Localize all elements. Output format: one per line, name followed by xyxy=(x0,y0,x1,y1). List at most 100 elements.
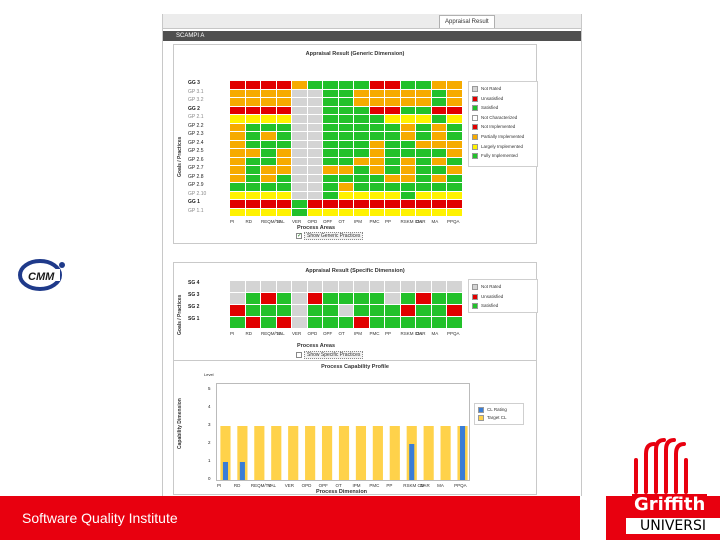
generic-cell xyxy=(230,115,245,123)
generic-cell xyxy=(276,183,291,191)
generic-cell xyxy=(292,183,307,191)
specific-cell xyxy=(447,305,462,316)
checkbox-box[interactable] xyxy=(296,352,302,358)
generic-cell xyxy=(307,115,322,123)
generic-cell xyxy=(230,123,245,131)
generic-legend-swatch xyxy=(472,86,478,92)
cl-rating-bar xyxy=(459,426,466,480)
generic-cell xyxy=(245,200,260,208)
specific-cell xyxy=(385,293,400,304)
capability-x-tick: OT xyxy=(335,483,342,488)
specific-legend: Not Rated Unsatisfied Satisfied xyxy=(468,279,538,313)
generic-cell xyxy=(292,157,307,165)
checkbox-box[interactable]: ✓ xyxy=(296,233,303,239)
generic-cell xyxy=(369,140,384,148)
generic-cell xyxy=(400,174,415,182)
generic-cell xyxy=(416,98,431,106)
specific-column-label: RD xyxy=(245,331,253,336)
specific-cell xyxy=(338,281,353,292)
generic-legend-swatch xyxy=(472,95,478,102)
specific-cell xyxy=(416,305,431,316)
level-axis-title: Level xyxy=(204,372,214,377)
specific-column-label: OPD xyxy=(307,331,318,336)
generic-legend-swatch xyxy=(472,105,478,112)
tab-appraisal-result[interactable]: Appraisal Result xyxy=(439,15,495,28)
generic-cell xyxy=(307,174,322,182)
generic-cell xyxy=(338,106,353,114)
capability-plot-area xyxy=(216,383,470,481)
generic-legend-swatch xyxy=(472,124,478,131)
generic-cell xyxy=(307,149,322,157)
generic-cell xyxy=(354,174,369,182)
generic-cell xyxy=(230,166,245,174)
generic-cell xyxy=(447,183,462,191)
generic-cell xyxy=(245,157,260,165)
specific-dimension-panel: Appraisal Result (Specific Dimension) Go… xyxy=(173,262,538,362)
specific-legend-swatch xyxy=(472,284,478,290)
generic-cell xyxy=(354,132,369,140)
generic-column-label: IPM xyxy=(354,219,363,224)
generic-cell xyxy=(447,89,462,97)
specific-cell xyxy=(447,317,462,328)
generic-cell xyxy=(385,98,400,106)
generic-cell xyxy=(400,200,415,208)
generic-cell xyxy=(416,157,431,165)
generic-cell xyxy=(307,89,322,97)
generic-cell xyxy=(245,123,260,131)
generic-legend-swatch xyxy=(472,153,478,160)
specific-column-label: VAL xyxy=(276,331,285,336)
generic-cell xyxy=(245,115,260,123)
specific-column-label: PP xyxy=(385,331,392,336)
generic-cell xyxy=(369,115,384,123)
target-cl-bar xyxy=(288,426,299,480)
capability-x-title: Process Dimension xyxy=(316,489,368,495)
generic-cell xyxy=(245,166,260,174)
generic-legend-label: Unsatisfied xyxy=(481,95,504,101)
generic-cell xyxy=(292,208,307,216)
generic-cell xyxy=(431,174,446,182)
footer-bar xyxy=(0,496,580,540)
griffith-wordmark: Griffith xyxy=(632,494,708,515)
capability-x-tick: OPD xyxy=(301,483,312,488)
specific-cell xyxy=(245,305,260,316)
generic-cell xyxy=(292,149,307,157)
generic-cell xyxy=(261,191,276,199)
generic-cell xyxy=(416,106,431,114)
generic-cell xyxy=(276,208,291,216)
generic-cell xyxy=(385,174,400,182)
generic-cell xyxy=(261,89,276,97)
generic-legend-swatch xyxy=(472,134,478,140)
capability-y-tick: 5 xyxy=(208,386,211,391)
generic-row-label: GP 2.7 xyxy=(188,165,204,171)
target-cl-bar xyxy=(423,426,434,480)
generic-cell xyxy=(261,200,276,208)
generic-cell xyxy=(307,132,322,140)
generic-cell xyxy=(245,89,260,97)
generic-cell xyxy=(261,98,276,106)
cl-rating-bar xyxy=(222,462,229,480)
generic-cell xyxy=(416,174,431,182)
specific-cell xyxy=(323,317,338,328)
generic-cell xyxy=(245,149,260,157)
capability-legend-swatch xyxy=(478,415,484,421)
generic-row-label: GP 1.1 xyxy=(188,207,204,214)
generic-cell xyxy=(431,89,446,97)
generic-cell xyxy=(354,106,369,114)
specific-column-label: PMC xyxy=(369,331,380,336)
generic-cell xyxy=(385,123,400,131)
generic-cell xyxy=(369,166,384,174)
generic-column-label: OT xyxy=(338,219,345,224)
generic-cell xyxy=(261,81,276,89)
generic-cell xyxy=(276,98,291,106)
generic-cell xyxy=(338,157,353,165)
generic-cell xyxy=(307,98,322,106)
specific-cell xyxy=(431,293,446,304)
cl-rating-bar xyxy=(239,462,245,480)
generic-cell xyxy=(292,200,307,208)
specific-cell xyxy=(354,305,369,316)
generic-column-label: OPF xyxy=(323,219,333,224)
generic-row-label: GP 2.3 xyxy=(188,131,204,137)
generic-cell xyxy=(245,132,260,140)
generic-cell xyxy=(338,140,353,148)
target-cl-bar xyxy=(321,426,333,480)
